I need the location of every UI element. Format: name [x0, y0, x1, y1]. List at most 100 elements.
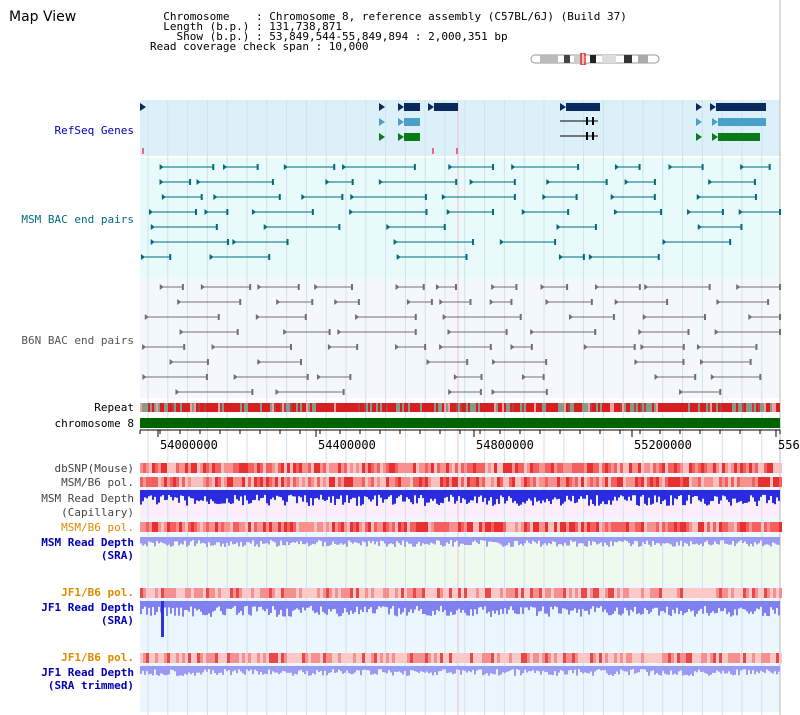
dbsnp-cell — [659, 463, 662, 473]
repeat-segment — [618, 403, 620, 412]
b6n-bac-end-mark — [249, 284, 252, 290]
jf1-b6-pol-1-cell — [668, 588, 671, 598]
jf1-depth-trimmed-bar — [534, 666, 536, 674]
b6n-bac-end-arrow — [491, 284, 496, 290]
track-label-msm-depth-capillary[interactable]: MSM Read Depth — [41, 492, 134, 505]
msm-depth-capillary-bar — [342, 490, 344, 505]
jf1-depth-sra-bar — [582, 601, 584, 609]
dbsnp-cell — [626, 463, 629, 473]
repeat-segment — [446, 403, 448, 412]
dbsnp-cell — [683, 463, 686, 473]
jf1-b6-pol-2-cell — [749, 653, 752, 663]
jf1-depth-trimmed-bar — [726, 666, 728, 674]
dbsnp-cell — [302, 463, 305, 473]
msm-depth-sra-bar — [688, 537, 690, 547]
dbsnp-cell — [419, 463, 422, 473]
chromosome-ideogram[interactable] — [530, 53, 662, 65]
jf1-b6-pol-1-cell — [539, 588, 542, 598]
jf1-depth-trimmed-bar — [434, 666, 436, 673]
track-label-b6n-bac[interactable]: B6N BAC end pairs — [21, 334, 134, 347]
msm-depth-sra-bar — [308, 537, 310, 547]
jf1-depth-trimmed-bar — [512, 666, 514, 670]
jf1-b6-pol-2-cell — [233, 653, 236, 663]
jf1-b6-pol-2-cell — [623, 653, 626, 663]
repeat-segment — [226, 403, 228, 412]
msm-bac-end-arrow — [546, 179, 551, 185]
msm-b6-pol-1-cell — [320, 477, 323, 487]
msm-depth-sra-bar — [194, 537, 196, 547]
msm-b6-pol-2-cell — [593, 522, 596, 532]
jf1-b6-pol-2-cell — [467, 653, 470, 663]
track-label-jf1-b6-pol-2[interactable]: JF1/B6 pol. — [61, 651, 134, 664]
msm-b6-pol-1-cell — [767, 477, 770, 487]
repeat-segment — [454, 403, 456, 412]
b6n-bac-end-arrow — [179, 329, 184, 335]
b6n-bac-end-arrow — [748, 314, 753, 320]
track-label-jf1-depth-trimmed[interactable]: JF1 Read Depth — [41, 666, 134, 679]
msm-depth-capillary-bar — [314, 490, 316, 499]
jf1-depth-trimmed-bar — [678, 666, 680, 672]
track-label-msm-b6-pol-2[interactable]: MSM/B6 pol. — [61, 521, 134, 534]
msm-b6-pol-2-cell — [722, 522, 725, 532]
dbsnp-cell — [383, 463, 386, 473]
msm-b6-pol-2-cell — [650, 522, 653, 532]
repeat-segment — [180, 403, 182, 412]
jf1-b6-pol-1-cell — [383, 588, 386, 598]
msm-b6-pol-2-cell — [779, 522, 782, 532]
jf1-b6-pol-2-cell — [314, 653, 317, 663]
track-label-msm-depth-sra[interactable]: MSM Read Depth — [41, 536, 134, 549]
msm-depth-sra-bar — [664, 537, 666, 544]
jf1-depth-sra-bar — [214, 601, 216, 611]
track-label-refseq[interactable]: RefSeq Genes — [54, 124, 134, 137]
jf1-b6-pol-2-cell — [269, 653, 272, 663]
msm-depth-sra-bar — [392, 537, 394, 545]
jf1-b6-pol-1-cell — [362, 588, 365, 598]
msm-depth-capillary-bar — [544, 490, 546, 503]
msm-bac-end-mark — [212, 164, 215, 170]
track-label-msm-b6-pol-1[interactable]: MSM/B6 pol. — [61, 476, 134, 489]
jf1-b6-pol-2-cell — [611, 653, 614, 663]
jf1-depth-sra-bar — [458, 601, 460, 609]
jf1-b6-pol-1-cell — [245, 588, 248, 598]
jf1-b6-pol-2-cell — [614, 653, 617, 663]
refseq-tick — [142, 148, 144, 154]
msm-depth-sra-bar — [258, 537, 260, 547]
jf1-b6-pol-1-cell — [371, 588, 374, 598]
jf1-b6-pol-2-cell — [320, 653, 323, 663]
msm-b6-pol-2-cell — [233, 522, 236, 532]
jf1-b6-pol-1-cell — [719, 588, 722, 598]
jf1-depth-trimmed-bar — [420, 666, 422, 672]
jf1-b6-pol-2-cell — [164, 653, 167, 663]
track-label-dbsnp[interactable]: dbSNP(Mouse) — [54, 462, 134, 475]
jf1-b6-pol-2-cell — [482, 653, 485, 663]
msm-b6-pol-2-cell — [743, 522, 746, 532]
track-label-msm-bac[interactable]: MSM BAC end pairs — [21, 213, 134, 226]
dbsnp-cell — [281, 463, 284, 473]
msm-depth-sra-bar — [578, 537, 580, 544]
msm-bac-track-bg — [140, 158, 780, 278]
msm-b6-pol-2-cell — [545, 522, 548, 532]
track-label-jf1-depth-sra[interactable]: JF1 Read Depth — [41, 601, 134, 614]
msm-depth-capillary-bar — [580, 490, 582, 497]
jf1-depth-trimmed-bar — [424, 666, 426, 673]
track-label-jf1-b6-pol-1[interactable]: JF1/B6 pol. — [61, 586, 134, 599]
msm-depth-capillary-bar — [218, 490, 220, 505]
msm-depth-sra-bar — [228, 537, 230, 546]
jf1-b6-pol-1-cell — [422, 588, 425, 598]
jf1-depth-sra-bar — [568, 601, 570, 615]
msm-depth-capillary-bar — [722, 490, 724, 496]
msm-b6-pol-1-cell — [401, 477, 404, 487]
jf1-b6-pol-2-cell — [368, 653, 371, 663]
msm-b6-pol-2-cell — [356, 522, 359, 532]
msm-bac-end-mark — [779, 209, 781, 215]
jf1-b6-pol-1-cell — [212, 588, 215, 598]
jf1-b6-pol-2-cell — [584, 653, 587, 663]
dbsnp-cell — [704, 463, 707, 473]
jf1-depth-trimmed-bar — [456, 666, 458, 670]
jf1-b6-pol-2-cell — [530, 653, 533, 663]
msm-b6-pol-2-cell — [239, 522, 242, 532]
dbsnp-cell — [422, 463, 425, 473]
jf1-depth-sra-bar — [242, 601, 244, 616]
jf1-depth-trimmed-bar — [274, 666, 276, 673]
dbsnp-cell — [443, 463, 446, 473]
